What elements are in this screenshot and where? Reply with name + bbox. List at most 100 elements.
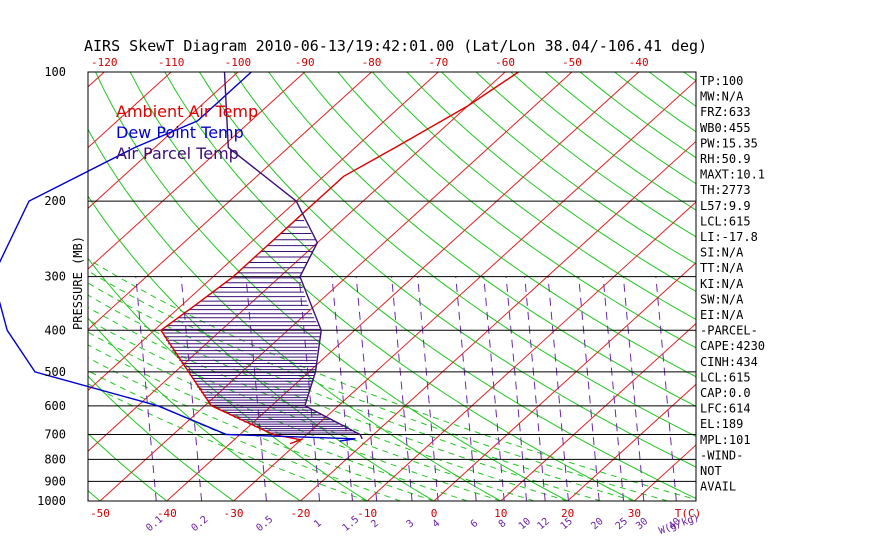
side-panel-item: MAXT:10.1 (700, 168, 765, 182)
plot-border (87, 71, 697, 502)
mixing-ratio-line (578, 276, 600, 501)
isotherm-line (166, 72, 640, 501)
side-panel-item: SI:N/A (700, 246, 744, 260)
dry-adiabat-line (648, 72, 696, 107)
temp-unit-label: T(C) (675, 507, 702, 520)
pressure-tick-label: 800 (44, 452, 66, 466)
moist-adiabat-line (88, 258, 696, 501)
dry-adiabat-line (129, 72, 635, 501)
dry-adiabat-line (198, 72, 696, 468)
side-panel-item: MPL:101 (700, 433, 751, 447)
legend: Ambient Air Temp Dew Point Temp Air Parcel… (116, 102, 258, 163)
top-temp-tick-label: -120 (91, 56, 118, 69)
mixing-ratio-label: 8 (497, 518, 509, 530)
dry-adiabat-line (233, 72, 696, 437)
top-temp-tick-label: -80 (362, 56, 382, 69)
bottom-temp-tick-label: 30 (628, 507, 641, 520)
mixing-ratio-label: 20 (589, 516, 605, 532)
moist-adiabat-line (88, 370, 401, 501)
parcel-temp-line (223, 71, 363, 440)
isotherm-line (88, 72, 372, 331)
top-temp-tick-label: -110 (158, 56, 185, 69)
side-panel-item: -PARCEL- (700, 324, 758, 338)
pressure-tick-label: 300 (44, 270, 66, 284)
isotherm-line (0, 72, 38, 501)
side-panel-item: CINH:434 (700, 355, 758, 369)
isotherm-line (768, 72, 870, 501)
legend-entry: Dew Point Temp (116, 123, 244, 142)
dry-adiabat-line (88, 432, 168, 501)
pressure-tick-label: 1000 (37, 494, 66, 508)
side-panel-item: NOT (700, 464, 722, 478)
isotherm-line (366, 201, 696, 501)
pressure-tick-label: 600 (44, 399, 66, 413)
dry-adiabat-line (95, 72, 568, 501)
dry-adiabat-line (337, 72, 696, 349)
mixing-ratio-label: 0.2 (190, 514, 211, 534)
dry-adiabat-line (441, 72, 696, 265)
bottom-temp-tick-label: 20 (561, 507, 574, 520)
side-panel-item: PW:15.35 (700, 136, 758, 150)
isotherm-line (88, 72, 306, 270)
mixing-ratio-line (622, 276, 645, 501)
top-temp-tick-label: -60 (495, 56, 515, 69)
isotherm-line (99, 72, 573, 501)
side-panel-item: LCL:615 (700, 214, 751, 228)
top-temp-tick-label: -100 (225, 56, 252, 69)
dry-adiabat-line (268, 72, 696, 407)
side-panel-item: AVAIL (700, 480, 736, 494)
side-panel-item: LFC:614 (700, 402, 751, 416)
isotherm-line (500, 322, 696, 501)
ambient-temp-line (159, 71, 519, 445)
dry-adiabat-line (302, 72, 696, 378)
side-panel-item: -WIND- (700, 448, 743, 462)
mixing-ratio-label: 3 (405, 518, 417, 530)
plot-frame (87, 71, 697, 502)
side-panel-item: CAPE:4230 (700, 339, 765, 353)
bottom-temp-tick-label: -40 (157, 507, 177, 520)
bottom-temp-tick-label: -50 (90, 507, 110, 520)
moist-adiabat-line (88, 270, 668, 501)
pressure-tick-label: 900 (44, 474, 66, 488)
bottom-temp-tick-label: -20 (290, 507, 310, 520)
legend-entry: Air Parcel Temp (116, 144, 239, 163)
dry-adiabat-line (88, 128, 502, 501)
isotherm-line (300, 140, 696, 501)
legend-entry: Ambient Air Temp (116, 102, 258, 121)
isotherm-line (88, 72, 239, 209)
mixing-ratio-label: 4 (431, 518, 443, 530)
isotherm-line (88, 72, 439, 392)
mixing-ratio-line (180, 276, 203, 501)
mixing-ratio-line (655, 276, 677, 501)
top-temp-tick-label: -70 (428, 56, 448, 69)
top-temp-tick-label: -90 (295, 56, 315, 69)
dry-adiabat-line (510, 72, 696, 211)
mixing-ratio-line (245, 276, 267, 501)
mixing-ratio-label: 1 (312, 518, 324, 530)
mixing-ratio-label: 2 (369, 518, 381, 530)
mixing-ratio-line (355, 276, 378, 501)
isotherm-line (567, 383, 696, 501)
side-panel-item: EI:N/A (700, 308, 744, 322)
side-panel-item: FRZ:633 (700, 105, 751, 119)
mixing-ratio-label: 12 (535, 516, 551, 532)
chart-title: AIRS SkewT Diagram 2010-06-13/19:42:01.0… (84, 37, 707, 55)
mixing-ratio-line (135, 276, 157, 501)
bottom-temp-tick-label: -10 (357, 507, 377, 520)
side-panel-item: LCL:615 (700, 370, 751, 384)
pressure-tick-label: 700 (44, 428, 66, 442)
side-panel-item: LI:-17.8 (700, 230, 758, 244)
pressure-tick-label: 200 (44, 194, 66, 208)
dry-adiabat-line (475, 72, 696, 238)
bottom-temp-tick-label: 0 (431, 507, 438, 520)
mixing-ratio-line (331, 276, 353, 501)
mixing-ratio-line (483, 276, 505, 501)
side-panel-item: TH:2773 (700, 183, 751, 197)
grid-lines (0, 72, 870, 501)
dry-adiabat-line (88, 317, 301, 501)
mixing-ratio-line (417, 276, 439, 501)
dew-point-line (0, 71, 356, 442)
series-layer (0, 71, 519, 445)
